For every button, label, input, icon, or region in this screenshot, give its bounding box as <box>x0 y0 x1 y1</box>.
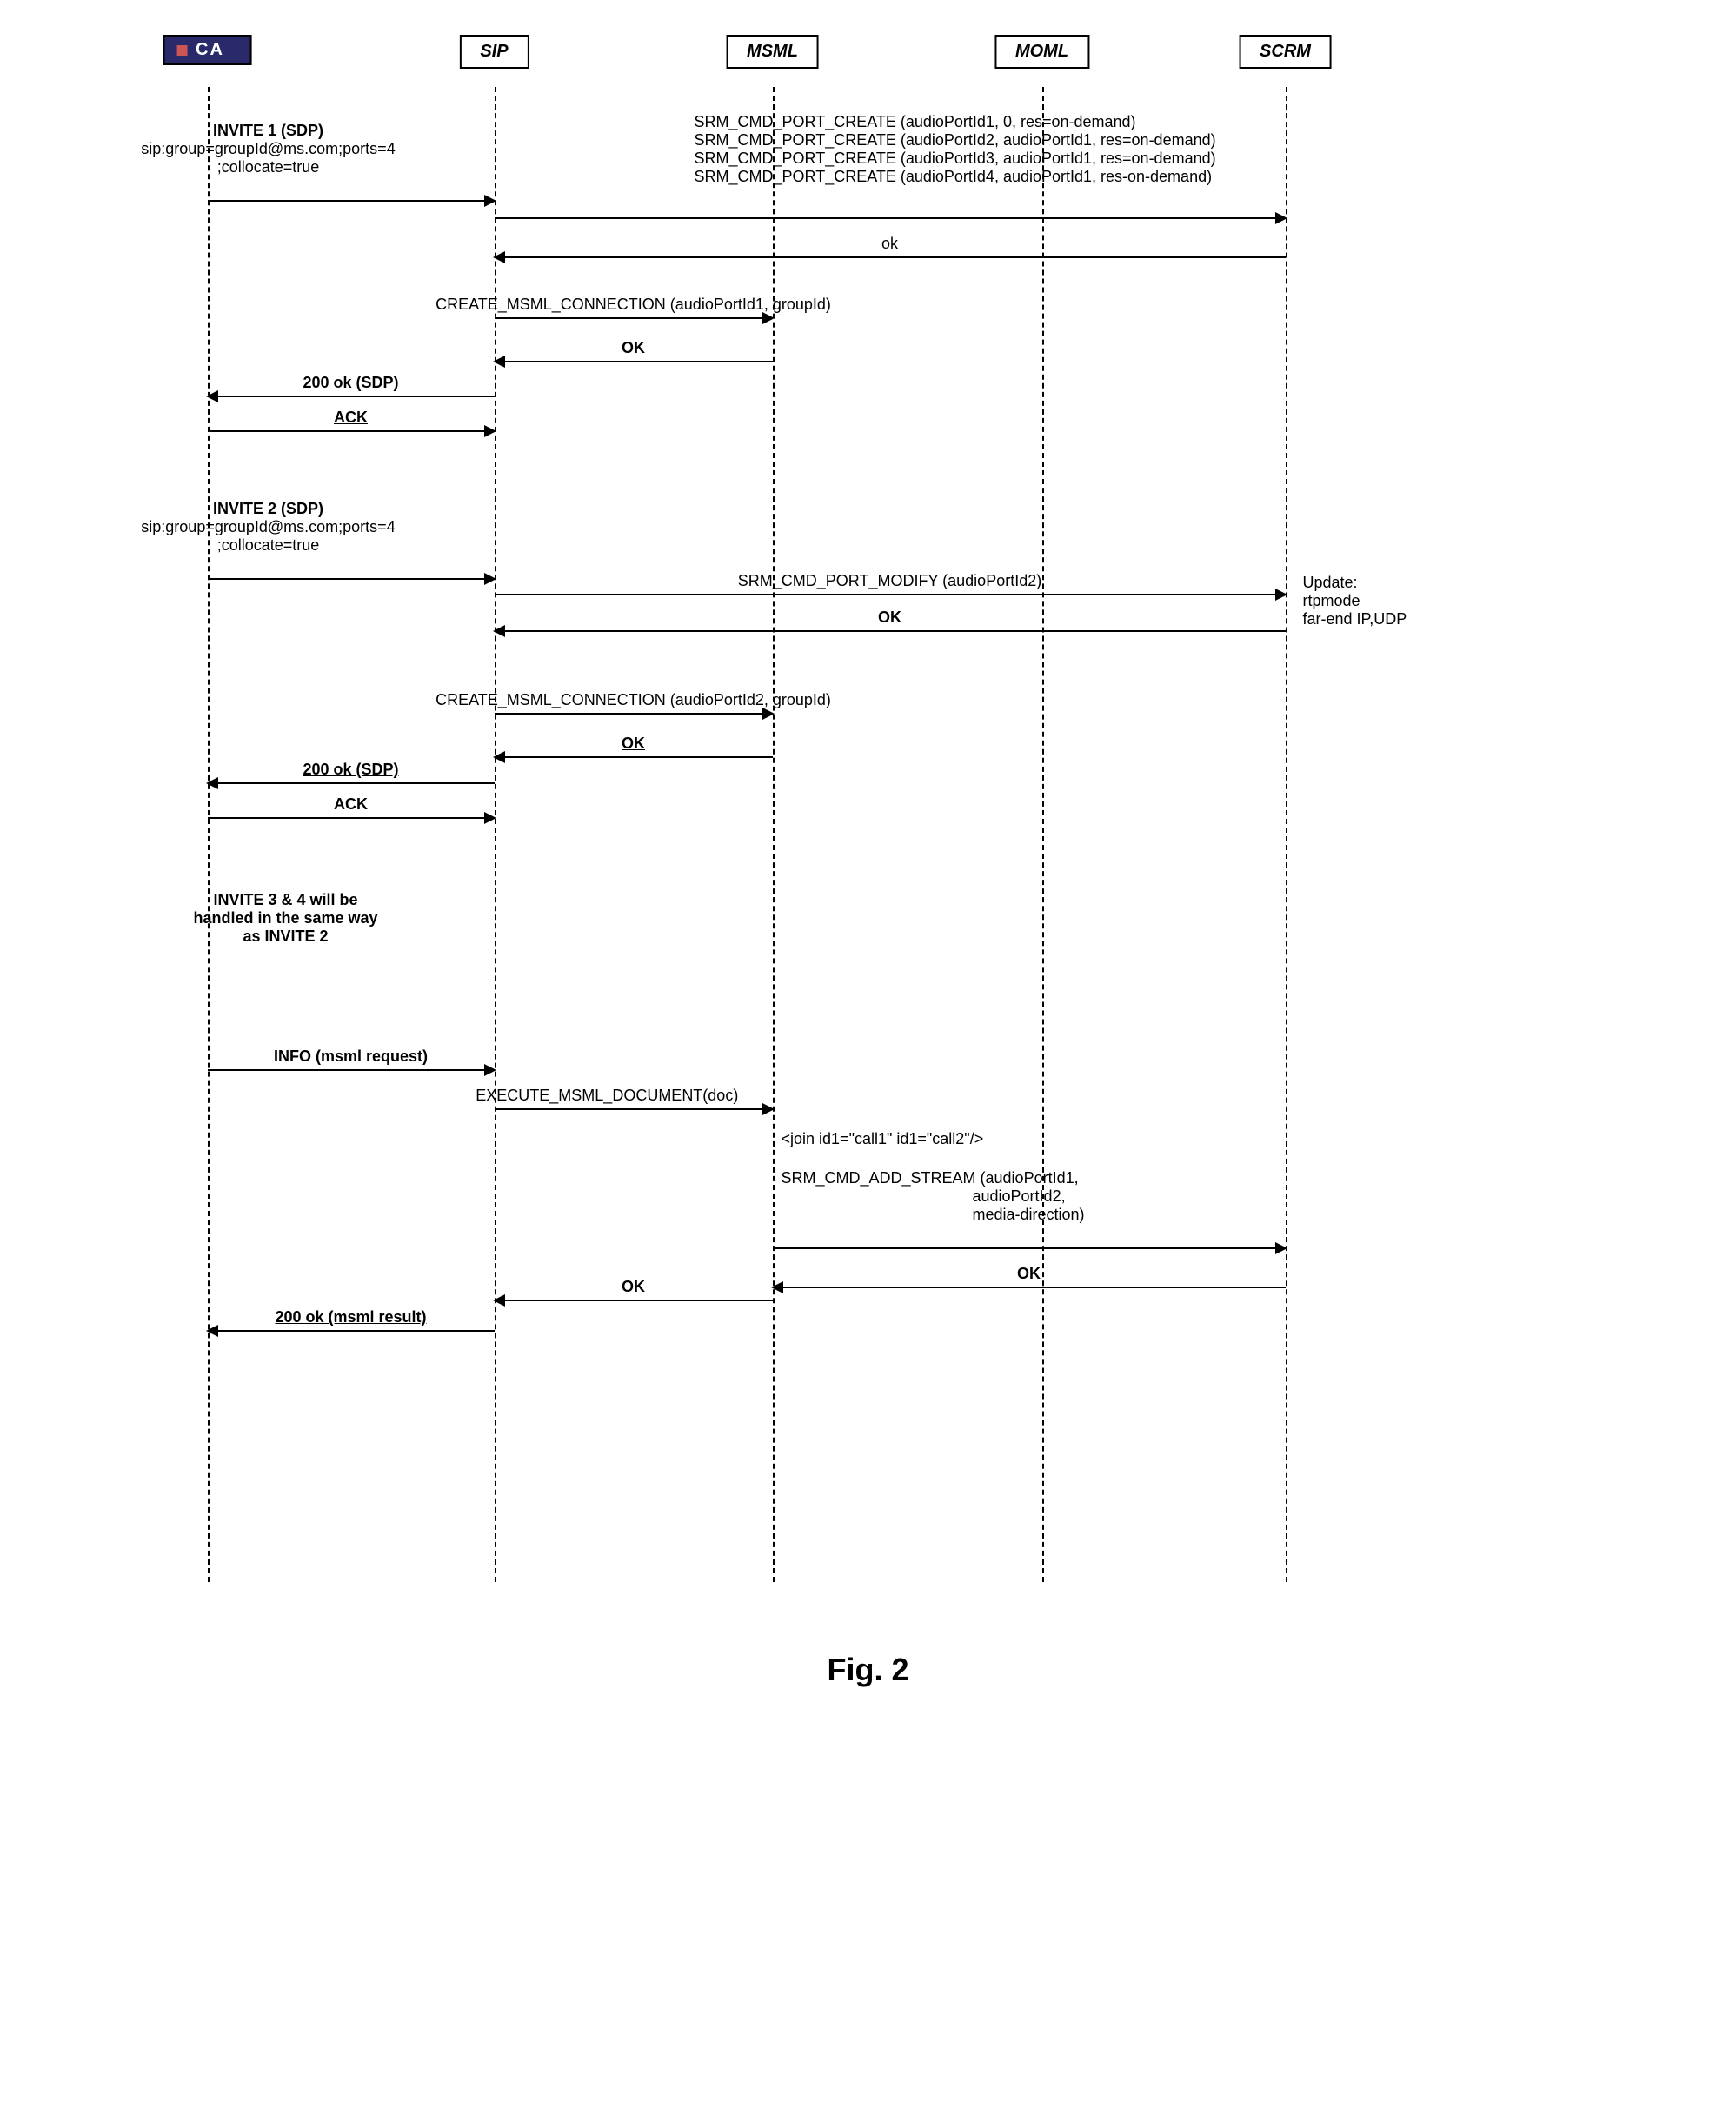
sequence-diagram: CA SIP MSML MOML SCRM INVITE 1 (SDP) sip… <box>86 35 1651 1688</box>
arrow-ack-1 <box>208 430 495 432</box>
srm-add-stream-block: SRM_CMD_ADD_STREAM (audioPortId1, audioP… <box>782 1169 1085 1224</box>
invite2-line2: ;collocate=true <box>86 536 451 555</box>
arrow-ok-3 <box>495 630 1286 632</box>
update-l3: far-end IP,UDP <box>1303 610 1407 628</box>
arrow-create-msml-2 <box>495 713 773 715</box>
participant-sip: SIP <box>459 35 529 69</box>
srm-create-line-3: SRM_CMD_PORT_CREATE (audioPortId3, audio… <box>695 150 1216 168</box>
lifelines: INVITE 1 (SDP) sip:group=groupId@ms.com;… <box>86 87 1651 1582</box>
label-200-1: 200 ok (SDP) <box>303 374 398 392</box>
arrow-ok-6 <box>495 1300 773 1301</box>
arrow-invite2 <box>208 578 495 580</box>
srm-create-block: SRM_CMD_PORT_CREATE (audioPortId1, 0, re… <box>695 113 1216 186</box>
srm-add-l1: SRM_CMD_ADD_STREAM (audioPortId1, <box>782 1169 1085 1187</box>
invite1-line1: sip:group=groupId@ms.com;ports=4 <box>86 140 451 158</box>
arrow-200-msml <box>208 1330 495 1332</box>
label-200-2: 200 ok (SDP) <box>303 761 398 779</box>
label-ack-2: ACK <box>334 795 368 814</box>
arrow-invite1 <box>208 200 495 202</box>
update-l1: Update: <box>1303 574 1407 592</box>
label-ok-1: ok <box>881 235 898 253</box>
invite34-l2: handled in the same way <box>138 909 434 928</box>
label-ok-2: OK <box>622 339 645 357</box>
label-ok-4: OK <box>622 735 645 753</box>
srm-create-line-2: SRM_CMD_PORT_CREATE (audioPortId2, audio… <box>695 131 1216 150</box>
arrow-ok-5 <box>773 1287 1286 1288</box>
invite1-title: INVITE 1 (SDP) <box>86 122 451 140</box>
label-ack-1: ACK <box>334 409 368 427</box>
label-ok-3: OK <box>878 608 901 627</box>
arrow-ok-2 <box>495 361 773 362</box>
srm-add-l3: media-direction) <box>782 1206 1085 1224</box>
figure-caption: Fig. 2 <box>86 1652 1651 1688</box>
participants-row: CA SIP MSML MOML SCRM <box>86 35 1651 87</box>
srm-add-l2: audioPortId2, <box>782 1187 1085 1206</box>
invite34-l3: as INVITE 2 <box>138 928 434 946</box>
label-exec-doc: EXECUTE_MSML_DOCUMENT(doc) <box>476 1087 738 1105</box>
arrow-200-2 <box>208 782 495 784</box>
update-note: Update: rtpmode far-end IP,UDP <box>1303 574 1407 628</box>
arrow-ack-2 <box>208 817 495 819</box>
srm-create-line-1: SRM_CMD_PORT_CREATE (audioPortId1, 0, re… <box>695 113 1216 131</box>
lifeline-ca <box>208 87 210 1582</box>
arrow-ok-4 <box>495 756 773 758</box>
participant-scrm: SCRM <box>1239 35 1332 69</box>
invite34-l1: INVITE 3 & 4 will be <box>138 891 434 909</box>
arrow-200-1 <box>208 396 495 397</box>
invite1-text: INVITE 1 (SDP) sip:group=groupId@ms.com;… <box>86 122 451 176</box>
invite2-title: INVITE 2 (SDP) <box>86 500 451 518</box>
invite2-text: INVITE 2 (SDP) sip:group=groupId@ms.com;… <box>86 500 451 555</box>
lifeline-moml <box>1042 87 1044 1582</box>
arrow-add-stream <box>773 1247 1286 1249</box>
label-ok-5: OK <box>1017 1265 1041 1283</box>
label-srm-modify: SRM_CMD_PORT_MODIFY (audioPortId2) <box>738 572 1041 590</box>
label-create-msml-1: CREATE_MSML_CONNECTION (audioPortId1, gr… <box>436 296 831 314</box>
join-tag-note: <join id1="call1" id1="call2"/> <box>782 1130 984 1148</box>
arrow-info <box>208 1069 495 1071</box>
arrow-srm-create <box>495 217 1286 219</box>
invite2-line1: sip:group=groupId@ms.com;ports=4 <box>86 518 451 536</box>
srm-create-line-4: SRM_CMD_PORT_CREATE (audioPortId4, audio… <box>695 168 1216 186</box>
invite34-note: INVITE 3 & 4 will be handled in the same… <box>138 891 434 946</box>
participant-msml: MSML <box>726 35 819 69</box>
lifeline-scrm <box>1286 87 1287 1582</box>
invite1-line2: ;collocate=true <box>86 158 451 176</box>
update-l2: rtpmode <box>1303 592 1407 610</box>
label-create-msml-2: CREATE_MSML_CONNECTION (audioPortId2, gr… <box>436 691 831 709</box>
label-info-msml: INFO (msml request) <box>274 1047 428 1066</box>
label-ok-6: OK <box>622 1278 645 1296</box>
arrow-ok-1 <box>495 256 1286 258</box>
arrow-exec-doc <box>495 1108 773 1110</box>
participant-ca: CA <box>163 35 252 65</box>
label-200-msml: 200 ok (msml result) <box>275 1308 426 1327</box>
participant-moml: MOML <box>994 35 1089 69</box>
arrow-create-msml-1 <box>495 317 773 319</box>
arrow-srm-modify <box>495 594 1286 595</box>
